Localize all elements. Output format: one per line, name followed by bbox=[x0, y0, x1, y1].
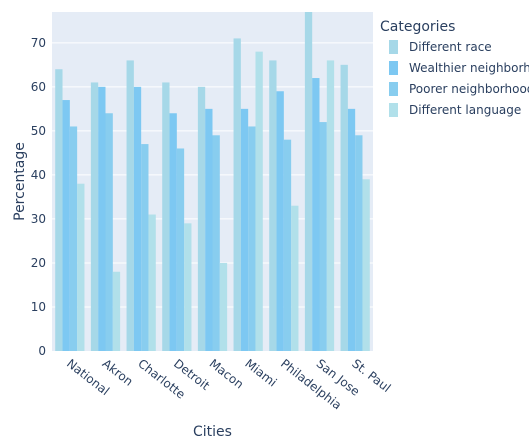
y-axis-title: Percentage bbox=[12, 142, 28, 221]
y-tick-label: 20 bbox=[31, 256, 46, 270]
legend-item-label[interactable]: Poorer neighborhood bbox=[409, 82, 529, 96]
bar[interactable] bbox=[126, 60, 134, 352]
bar[interactable] bbox=[312, 78, 320, 351]
y-tick-label: 50 bbox=[31, 124, 46, 138]
bar[interactable] bbox=[326, 60, 335, 352]
bar[interactable] bbox=[240, 108, 249, 351]
bar[interactable] bbox=[162, 82, 170, 351]
bar[interactable] bbox=[291, 205, 299, 351]
y-tick-label: 70 bbox=[31, 36, 46, 50]
bars bbox=[55, 12, 370, 352]
bar[interactable] bbox=[219, 262, 228, 351]
legend-item-label[interactable]: Different race bbox=[409, 40, 492, 54]
legend-item-label[interactable]: Different language bbox=[409, 103, 521, 117]
bar[interactable] bbox=[98, 86, 106, 352]
bar[interactable] bbox=[340, 64, 348, 351]
bar[interactable] bbox=[176, 148, 185, 351]
bar[interactable] bbox=[62, 100, 70, 352]
legend-item-label[interactable]: Wealthier neighborhood bbox=[409, 61, 529, 75]
x-tick-label: Miami bbox=[242, 356, 279, 389]
bar[interactable] bbox=[90, 82, 99, 351]
legend[interactable]: Categories Different race Wealthier neigh… bbox=[380, 19, 529, 117]
bar[interactable] bbox=[148, 214, 156, 351]
y-tick-label: 60 bbox=[31, 80, 46, 94]
bar[interactable] bbox=[77, 183, 85, 351]
bar[interactable] bbox=[362, 179, 370, 351]
y-tick-labels: 0 10 20 30 40 50 60 70 bbox=[31, 36, 46, 358]
bar[interactable] bbox=[112, 271, 121, 351]
bar[interactable] bbox=[205, 108, 213, 351]
y-tick-label: 30 bbox=[31, 212, 46, 226]
legend-title: Categories bbox=[380, 19, 455, 35]
legend-swatch[interactable] bbox=[389, 82, 398, 96]
bar[interactable] bbox=[133, 86, 142, 352]
bar[interactable] bbox=[141, 144, 149, 351]
bar[interactable] bbox=[197, 86, 206, 352]
bar[interactable] bbox=[169, 113, 177, 352]
bar[interactable] bbox=[233, 38, 241, 351]
bar[interactable] bbox=[69, 126, 78, 351]
bar[interactable] bbox=[105, 113, 113, 352]
x-axis-title: Cities bbox=[193, 424, 232, 440]
bar[interactable] bbox=[248, 126, 256, 351]
bar[interactable] bbox=[55, 69, 63, 351]
x-tick-label: Macon bbox=[207, 356, 247, 391]
bar[interactable] bbox=[355, 135, 363, 351]
bar[interactable] bbox=[269, 60, 277, 352]
bar[interactable] bbox=[347, 108, 356, 351]
y-tick-label: 10 bbox=[31, 300, 46, 314]
legend-swatch[interactable] bbox=[389, 103, 398, 117]
y-tick-label: 0 bbox=[38, 344, 46, 358]
bar[interactable] bbox=[255, 51, 263, 351]
y-tick-label: 40 bbox=[31, 168, 46, 182]
bar[interactable] bbox=[283, 139, 292, 351]
bar[interactable] bbox=[319, 122, 327, 351]
bar[interactable] bbox=[304, 12, 313, 351]
legend-swatch[interactable] bbox=[389, 40, 398, 54]
bar[interactable] bbox=[212, 135, 220, 351]
bar[interactable] bbox=[276, 91, 284, 351]
bar[interactable] bbox=[184, 223, 192, 351]
legend-swatch[interactable] bbox=[389, 61, 398, 75]
